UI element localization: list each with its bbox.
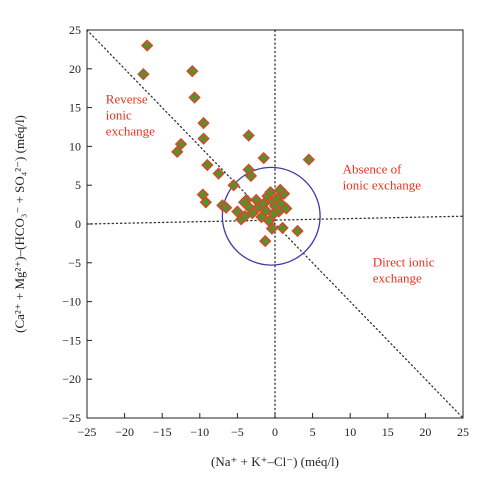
x-tick-label: −20 bbox=[115, 425, 134, 439]
x-tick-label: 25 bbox=[457, 425, 469, 439]
region-label-line: Direct ionic bbox=[373, 255, 435, 270]
x-tick-label: −10 bbox=[190, 425, 209, 439]
data-point-18 bbox=[199, 196, 213, 209]
region-label-line: exchange bbox=[106, 124, 155, 139]
region-label-line: ionic exchange bbox=[343, 178, 422, 193]
data-points bbox=[137, 39, 316, 248]
x-axis-ticks: −25 −20 −15 −10 −5 0 5 10 15 20 25 bbox=[78, 413, 469, 439]
region-label-3: Direct ionic exchange bbox=[373, 255, 435, 286]
data-point-16 bbox=[227, 179, 240, 192]
data-point-25 bbox=[246, 206, 259, 220]
y-tick-label: 10 bbox=[69, 139, 81, 153]
data-point-3 bbox=[186, 64, 199, 78]
region-label-2: Absence of ionic exchange bbox=[343, 162, 422, 193]
absence-exchange-circle bbox=[221, 166, 321, 266]
x-tick-label: 20 bbox=[419, 425, 431, 439]
region-label-line: Absence of bbox=[343, 162, 403, 177]
x-tick-label: −25 bbox=[78, 425, 97, 439]
region-label-line: Reverse bbox=[106, 92, 148, 107]
y-tick-label: 0 bbox=[75, 217, 81, 231]
y-tick-label: −10 bbox=[62, 295, 81, 309]
x-tick-label: 10 bbox=[344, 425, 356, 439]
data-point-9 bbox=[242, 129, 255, 142]
data-point-20 bbox=[219, 201, 233, 214]
data-point-8 bbox=[197, 132, 210, 145]
reference-lines bbox=[86, 29, 464, 419]
region-label-line: ionic bbox=[106, 108, 132, 123]
data-point-7 bbox=[171, 145, 184, 159]
x-tick-label: 15 bbox=[382, 425, 394, 439]
data-point-42 bbox=[274, 183, 287, 197]
y-tick-label: 5 bbox=[75, 178, 81, 192]
y-tick-label: 20 bbox=[69, 62, 81, 76]
x-axis-label: (Na⁺ + K⁺–Cl⁻) (méq/l) bbox=[211, 454, 339, 469]
data-point-47 bbox=[259, 234, 272, 248]
data-point-45 bbox=[291, 224, 304, 238]
data-point-44 bbox=[276, 221, 289, 235]
data-point-31 bbox=[264, 185, 277, 199]
region-label-line: exchange bbox=[373, 271, 422, 286]
data-point-2 bbox=[137, 68, 150, 81]
data-point-11 bbox=[302, 153, 316, 166]
y-axis-label: (Ca²⁺ + Mg²⁺)–(HCO₃⁻ + SO₄²⁻) (méq/l) bbox=[12, 115, 27, 333]
data-point-4 bbox=[188, 91, 201, 104]
x-tick-label: 5 bbox=[310, 425, 316, 439]
data-point-10 bbox=[257, 151, 270, 165]
data-point-1 bbox=[140, 39, 154, 52]
data-point-15 bbox=[244, 169, 258, 183]
y-tick-label: −15 bbox=[62, 333, 81, 347]
y-tick-label: −25 bbox=[62, 411, 81, 425]
region-label-1: Reverse ionic exchange bbox=[106, 92, 155, 139]
data-point-6 bbox=[174, 137, 188, 151]
y-tick-label: −5 bbox=[68, 256, 81, 270]
y-tick-label: 25 bbox=[69, 23, 81, 37]
reference-line-2 bbox=[86, 215, 464, 225]
data-point-12 bbox=[201, 158, 214, 172]
y-tick-label: −20 bbox=[62, 372, 81, 386]
data-point-5 bbox=[197, 116, 210, 130]
y-tick-label: 15 bbox=[69, 101, 81, 115]
x-tick-label: 0 bbox=[272, 425, 278, 439]
data-point-40 bbox=[259, 204, 273, 217]
data-point-48 bbox=[262, 214, 276, 228]
y-axis-ticks: −25 −20 −15 −10 −5 0 5 10 15 20 25 bbox=[62, 23, 92, 425]
x-tick-label: −5 bbox=[231, 425, 244, 439]
data-point-21 bbox=[231, 205, 244, 218]
x-tick-label: −15 bbox=[153, 425, 172, 439]
data-point-13 bbox=[212, 167, 225, 180]
data-point-43 bbox=[237, 196, 251, 209]
data-point-38 bbox=[280, 202, 293, 215]
